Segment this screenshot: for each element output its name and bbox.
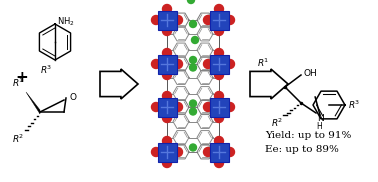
Circle shape bbox=[214, 27, 223, 35]
Circle shape bbox=[189, 144, 197, 151]
Circle shape bbox=[152, 147, 161, 157]
Circle shape bbox=[163, 136, 172, 145]
Polygon shape bbox=[271, 71, 285, 89]
Circle shape bbox=[226, 102, 234, 112]
FancyBboxPatch shape bbox=[209, 54, 228, 74]
Circle shape bbox=[203, 102, 212, 112]
Circle shape bbox=[226, 15, 234, 25]
Text: H: H bbox=[316, 122, 322, 131]
Circle shape bbox=[174, 60, 183, 68]
Circle shape bbox=[214, 136, 223, 145]
FancyBboxPatch shape bbox=[158, 143, 177, 161]
Polygon shape bbox=[26, 92, 40, 114]
FancyBboxPatch shape bbox=[209, 98, 228, 116]
FancyBboxPatch shape bbox=[209, 11, 228, 29]
Circle shape bbox=[203, 15, 212, 25]
Text: +: + bbox=[15, 70, 28, 84]
Text: O: O bbox=[69, 92, 76, 102]
Circle shape bbox=[189, 56, 197, 64]
Circle shape bbox=[163, 159, 172, 167]
Circle shape bbox=[203, 147, 212, 157]
Circle shape bbox=[163, 92, 172, 100]
Polygon shape bbox=[250, 69, 288, 99]
Circle shape bbox=[192, 37, 198, 43]
Circle shape bbox=[174, 102, 183, 112]
Circle shape bbox=[152, 15, 161, 25]
Circle shape bbox=[203, 60, 212, 68]
Circle shape bbox=[174, 147, 183, 157]
Circle shape bbox=[152, 102, 161, 112]
Text: $R^3$: $R^3$ bbox=[40, 64, 52, 76]
Circle shape bbox=[189, 108, 197, 115]
Text: N: N bbox=[317, 114, 324, 123]
FancyBboxPatch shape bbox=[158, 54, 177, 74]
Text: $R^1$: $R^1$ bbox=[12, 77, 24, 89]
Circle shape bbox=[189, 100, 197, 107]
Circle shape bbox=[163, 114, 172, 122]
Text: Ee: up to 89%: Ee: up to 89% bbox=[265, 145, 339, 155]
Text: $R^1$: $R^1$ bbox=[257, 57, 269, 69]
Circle shape bbox=[214, 70, 223, 80]
Circle shape bbox=[226, 60, 234, 68]
FancyBboxPatch shape bbox=[158, 11, 177, 29]
Circle shape bbox=[163, 27, 172, 35]
Circle shape bbox=[214, 48, 223, 58]
FancyBboxPatch shape bbox=[209, 143, 228, 161]
Text: Yield: up to 91%: Yield: up to 91% bbox=[265, 130, 352, 139]
Circle shape bbox=[214, 5, 223, 13]
Circle shape bbox=[214, 92, 223, 100]
Circle shape bbox=[163, 48, 172, 58]
Circle shape bbox=[174, 15, 183, 25]
Text: $R^2$: $R^2$ bbox=[271, 117, 283, 129]
FancyBboxPatch shape bbox=[158, 98, 177, 116]
Circle shape bbox=[226, 147, 234, 157]
Circle shape bbox=[189, 21, 197, 27]
Circle shape bbox=[152, 60, 161, 68]
Text: $R^3$: $R^3$ bbox=[348, 99, 361, 111]
Circle shape bbox=[163, 70, 172, 80]
Text: $R^2$: $R^2$ bbox=[12, 133, 24, 145]
Circle shape bbox=[187, 0, 195, 3]
Text: NH$_2$: NH$_2$ bbox=[57, 16, 74, 28]
Polygon shape bbox=[100, 69, 138, 99]
Circle shape bbox=[189, 64, 197, 71]
Circle shape bbox=[214, 159, 223, 167]
Text: OH: OH bbox=[303, 68, 317, 78]
Circle shape bbox=[163, 5, 172, 13]
Circle shape bbox=[214, 114, 223, 122]
